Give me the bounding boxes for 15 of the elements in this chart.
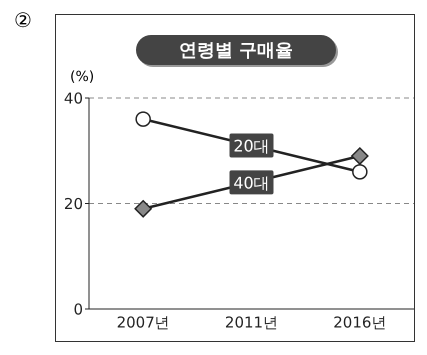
x-tick-label: 2016년 bbox=[333, 314, 386, 332]
text: ② bbox=[14, 8, 32, 32]
series-label: 40대 bbox=[233, 173, 270, 192]
point bbox=[352, 164, 368, 180]
y-tick-label: 40 bbox=[64, 89, 83, 108]
y-axis-title: (%) bbox=[70, 69, 94, 85]
x-tick-label: 2011년 bbox=[224, 314, 278, 332]
chart-title: 연령별 구매율 bbox=[136, 35, 336, 65]
y-tick-label: 20 bbox=[64, 194, 83, 213]
point bbox=[135, 111, 151, 127]
y-tick-label: 0 bbox=[73, 300, 83, 318]
point bbox=[134, 200, 152, 218]
series-label: 20대 bbox=[233, 136, 270, 156]
point bbox=[351, 147, 369, 165]
x-tick-label: 2007년 bbox=[116, 314, 170, 332]
